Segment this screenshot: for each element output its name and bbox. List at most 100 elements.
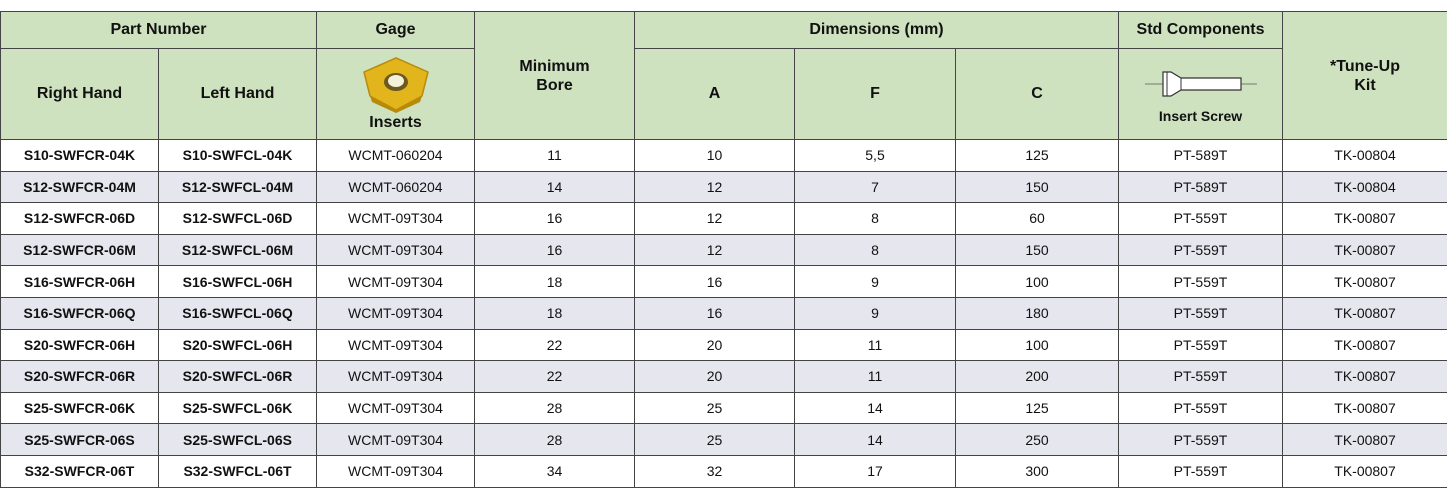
table-cell: 20: [635, 361, 795, 393]
table-cell: 16: [475, 234, 635, 266]
table-cell: 11: [795, 329, 956, 361]
table-cell: TK-00807: [1283, 266, 1447, 298]
table-cell: 16: [635, 266, 795, 298]
table-cell: 9: [795, 297, 956, 329]
table-cell: 300: [956, 455, 1119, 487]
table-cell: PT-559T: [1119, 392, 1283, 424]
table-cell: 9: [795, 266, 956, 298]
header-text: Minimum Bore: [510, 57, 600, 95]
table-cell: TK-00804: [1283, 140, 1447, 172]
table-cell: 28: [475, 424, 635, 456]
table-cell: 125: [956, 140, 1119, 172]
table-cell: S12-SWFCR-06M: [1, 234, 159, 266]
table-cell: S12-SWFCR-06D: [1, 203, 159, 235]
table-cell: WCMT-09T304: [317, 424, 475, 456]
table-cell: 12: [635, 171, 795, 203]
table-cell: WCMT-09T304: [317, 361, 475, 393]
table-container: Part Number Gage Minimum Bore Dimensions…: [0, 11, 1447, 488]
table-cell: 100: [956, 329, 1119, 361]
table-cell: PT-589T: [1119, 171, 1283, 203]
table-cell: 8: [795, 234, 956, 266]
table-cell: S20-SWFCR-06R: [1, 361, 159, 393]
header-cell: Left Hand: [159, 49, 317, 140]
table-cell: WCMT-09T304: [317, 329, 475, 361]
table-cell: TK-00804: [1283, 171, 1447, 203]
table-cell: 100: [956, 266, 1119, 298]
table-cell: TK-00807: [1283, 203, 1447, 235]
table-cell: 18: [475, 266, 635, 298]
table-cell: 25: [635, 392, 795, 424]
table-cell: TK-00807: [1283, 361, 1447, 393]
table-cell: 250: [956, 424, 1119, 456]
table-cell: 8: [795, 203, 956, 235]
header-text: Insert Screw: [1119, 108, 1282, 124]
table-cell: 150: [956, 234, 1119, 266]
table-cell: TK-00807: [1283, 234, 1447, 266]
table-cell: WCMT-09T304: [317, 203, 475, 235]
header-cell: Part Number: [1, 12, 317, 49]
table-cell: 10: [635, 140, 795, 172]
table-cell: S10-SWFCL-04K: [159, 140, 317, 172]
table-cell: 7: [795, 171, 956, 203]
table-cell: 200: [956, 361, 1119, 393]
table-cell: 28: [475, 392, 635, 424]
table-cell: 14: [475, 171, 635, 203]
header-cell: Dimensions (mm): [635, 12, 1119, 49]
table-cell: TK-00807: [1283, 392, 1447, 424]
table-cell: WCMT-09T304: [317, 297, 475, 329]
header-cell: Insert Screw: [1119, 49, 1283, 140]
table-cell: S16-SWFCL-06H: [159, 266, 317, 298]
table-cell: PT-559T: [1119, 329, 1283, 361]
header-cell: *Tune-Up Kit: [1283, 12, 1447, 140]
header-text: Inserts: [317, 114, 474, 132]
table-cell: 20: [635, 329, 795, 361]
table-cell: 32: [635, 455, 795, 487]
table-cell: S20-SWFCR-06H: [1, 329, 159, 361]
table-cell: S32-SWFCL-06T: [159, 455, 317, 487]
table-cell: S10-SWFCR-04K: [1, 140, 159, 172]
table-cell: PT-559T: [1119, 297, 1283, 329]
table-cell: PT-559T: [1119, 455, 1283, 487]
table-cell: S25-SWFCL-06S: [159, 424, 317, 456]
header-text: *Tune-Up Kit: [1325, 57, 1405, 95]
header-cell: F: [795, 49, 956, 140]
table-cell: TK-00807: [1283, 329, 1447, 361]
table-cell: 11: [795, 361, 956, 393]
table-cell: S12-SWFCL-06M: [159, 234, 317, 266]
table-cell: S16-SWFCL-06Q: [159, 297, 317, 329]
table-cell: WCMT-09T304: [317, 392, 475, 424]
table-cell: S25-SWFCR-06S: [1, 424, 159, 456]
table-cell: 60: [956, 203, 1119, 235]
table-cell: PT-559T: [1119, 266, 1283, 298]
table-cell: WCMT-060204: [317, 140, 475, 172]
table-cell: 16: [475, 203, 635, 235]
table-cell: 22: [475, 329, 635, 361]
header-cell: Std Components: [1119, 12, 1283, 49]
header-cell: C: [956, 49, 1119, 140]
table-cell: TK-00807: [1283, 297, 1447, 329]
table-cell: 25: [635, 424, 795, 456]
table-cell: 12: [635, 203, 795, 235]
table-cell: WCMT-09T304: [317, 266, 475, 298]
table-cell: PT-559T: [1119, 424, 1283, 456]
table-cell: WCMT-09T304: [317, 234, 475, 266]
header-cell: Minimum Bore: [475, 12, 635, 140]
table-cell: PT-559T: [1119, 361, 1283, 393]
table-cell: 11: [475, 140, 635, 172]
table-cell: S32-SWFCR-06T: [1, 455, 159, 487]
table-cell: S12-SWFCL-06D: [159, 203, 317, 235]
table-cell: 5,5: [795, 140, 956, 172]
header-cell: Gage: [317, 12, 475, 49]
table-cell: PT-559T: [1119, 234, 1283, 266]
table-cell: S20-SWFCL-06H: [159, 329, 317, 361]
